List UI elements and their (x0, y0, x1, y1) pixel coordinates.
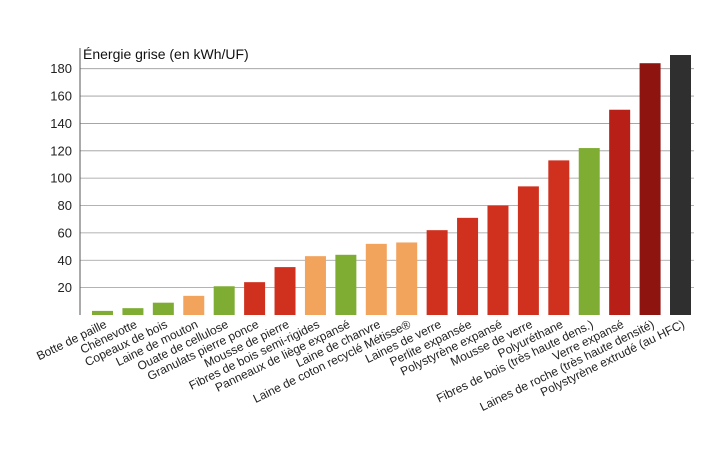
bar (639, 63, 661, 315)
bar (304, 256, 326, 315)
bar (487, 205, 509, 315)
bar (335, 254, 357, 315)
y-tick-label: 120 (50, 143, 72, 158)
y-tick-label: 160 (50, 89, 72, 104)
bar (578, 148, 600, 315)
bar (274, 267, 296, 315)
bar (609, 109, 631, 315)
bar (548, 160, 570, 315)
bar (213, 286, 235, 315)
bar (122, 308, 144, 315)
bar (183, 295, 205, 315)
y-axis-label: Énergie grise (en kWh/UF) (83, 46, 249, 62)
bar (244, 282, 266, 315)
bar (152, 302, 174, 315)
y-tick-label: 40 (58, 253, 72, 268)
bar (396, 242, 418, 315)
y-tick-label: 180 (50, 61, 72, 76)
gridlines (80, 68, 694, 289)
bars (92, 55, 691, 315)
bar (670, 55, 691, 315)
y-tick-label: 140 (50, 116, 72, 131)
y-tick-label: 20 (58, 280, 72, 295)
bar (92, 310, 113, 315)
bar (457, 217, 479, 315)
y-tick-label: 60 (58, 225, 72, 240)
bar (426, 230, 448, 315)
bar (365, 243, 387, 315)
y-tick-labels: 20 40 60 80 100 120 140 160 180 (50, 61, 72, 295)
bar (517, 186, 539, 315)
y-tick-label: 80 (58, 198, 72, 213)
y-tick-label: 100 (50, 171, 72, 186)
